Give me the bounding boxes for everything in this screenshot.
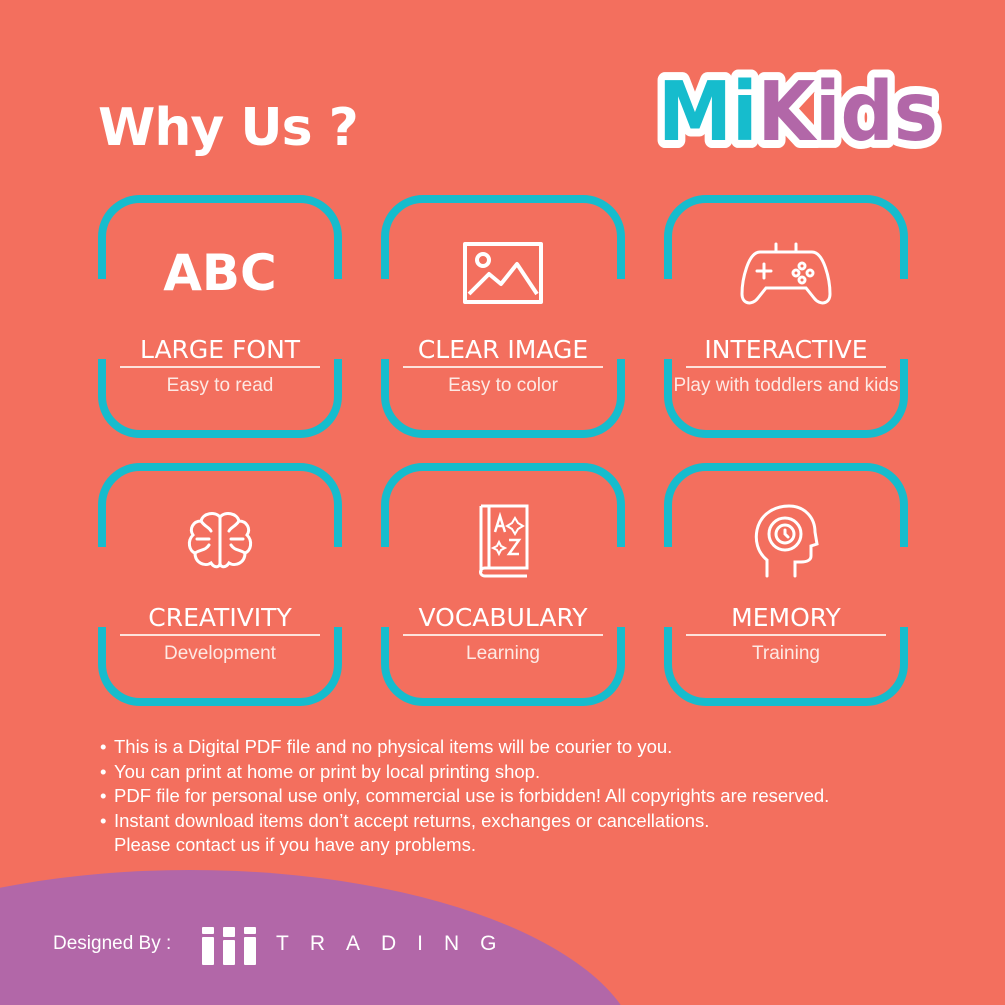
brand-name: TRADING — [276, 932, 518, 955]
card-subtitle: Easy to color — [448, 375, 558, 396]
card-title: CREATIVITY — [148, 603, 292, 632]
brain-icon — [187, 512, 253, 569]
note-item: PDF file for personal use only, commerci… — [100, 784, 829, 809]
brand-mark-icon — [202, 927, 256, 965]
card-subtitle: Training — [752, 643, 820, 664]
card-title: LARGE FONT — [139, 335, 301, 364]
card-subtitle: Development — [164, 643, 276, 664]
designed-by-label: Designed By : — [53, 933, 172, 954]
divider — [120, 366, 320, 368]
abc-text-icon: ABC — [163, 244, 277, 302]
card-interactive: INTERACTIVE Play with toddlers and kids — [661, 195, 911, 438]
card-subtitle: Learning — [466, 643, 540, 664]
notes-list: This is a Digital PDF file and no physic… — [100, 735, 829, 858]
book-icon — [479, 504, 529, 578]
card-title: VOCABULARY — [418, 603, 588, 632]
gamepad-icon — [740, 242, 832, 305]
svg-text:MiKids: MiKids — [658, 65, 938, 160]
card-title: INTERACTIVE — [704, 335, 868, 364]
note-item: Instant download items don’t accept retu… — [100, 809, 829, 834]
card-subtitle: Easy to read — [166, 375, 274, 396]
divider — [403, 366, 603, 368]
card-title: CLEAR IMAGE — [417, 335, 589, 364]
card-large-font: ABC LARGE FONT Easy to read — [95, 195, 345, 438]
card-creativity: CREATIVITY Development — [95, 463, 345, 706]
card-title: MEMORY — [731, 603, 841, 632]
note-item: This is a Digital PDF file and no physic… — [100, 735, 829, 760]
divider — [686, 634, 886, 636]
divider — [120, 634, 320, 636]
card-memory: MEMORY Training — [661, 463, 911, 706]
image-icon — [463, 242, 543, 304]
card-clear-image: CLEAR IMAGE Easy to color — [378, 195, 628, 438]
note-item: You can print at home or print by local … — [100, 760, 829, 785]
card-subtitle: Play with toddlers and kids — [673, 375, 899, 396]
page-title: Why Us ? — [98, 98, 359, 158]
mikids-logo: MiKids — [650, 62, 946, 162]
head-clock-icon — [754, 504, 819, 578]
divider — [686, 366, 886, 368]
card-vocabulary: VOCABULARY Learning — [378, 463, 628, 706]
note-item-continued: Please contact us if you have any proble… — [114, 834, 476, 855]
divider — [403, 634, 603, 636]
